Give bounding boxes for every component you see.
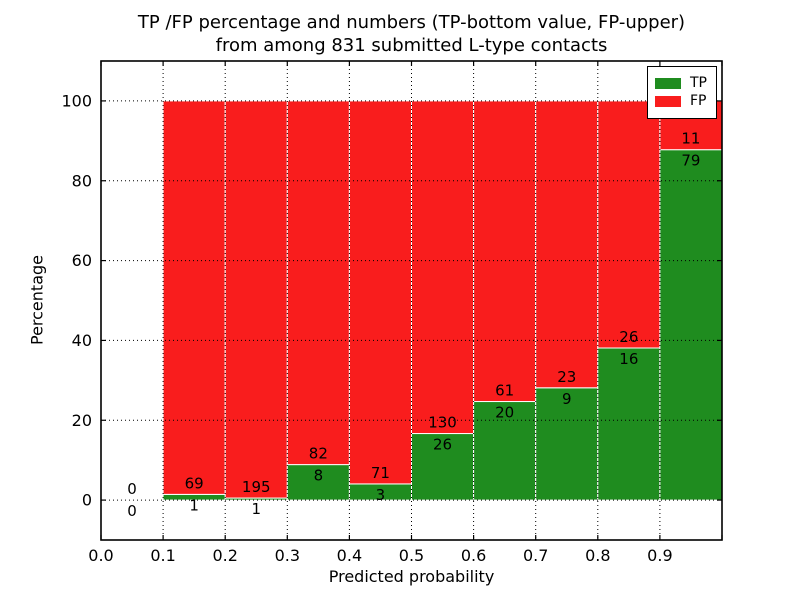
tp-bar bbox=[473, 401, 537, 501]
y-tick-label: 60 bbox=[72, 251, 92, 270]
x-tick-label: 0.7 bbox=[523, 546, 548, 565]
x-axis-label: Predicted probability bbox=[328, 567, 495, 586]
fp-count-label: 130 bbox=[428, 414, 457, 432]
tp-count-label: 9 bbox=[562, 390, 572, 408]
tp-bar bbox=[411, 433, 475, 501]
fp-bar bbox=[473, 100, 537, 403]
fp-bar bbox=[535, 100, 599, 389]
tp-bar bbox=[597, 347, 661, 501]
x-tick-label: 0.6 bbox=[461, 546, 486, 565]
tp-bar bbox=[659, 149, 723, 501]
tp-count-label: 20 bbox=[495, 404, 514, 422]
fp-count-label: 195 bbox=[242, 478, 271, 496]
tp-count-label: 0 bbox=[127, 502, 137, 520]
tp-count-label: 3 bbox=[376, 486, 386, 504]
legend-label-tp: TP bbox=[690, 75, 707, 91]
tp-count-label: 8 bbox=[314, 467, 324, 485]
tp-count-label: 1 bbox=[251, 500, 261, 518]
y-tick-label: 80 bbox=[72, 171, 92, 190]
tp-count-label: 26 bbox=[433, 436, 452, 454]
x-tick-label: 0.9 bbox=[647, 546, 672, 565]
fp-bar bbox=[224, 100, 288, 499]
x-tick-label: 0.1 bbox=[150, 546, 175, 565]
fp-color-swatch bbox=[655, 96, 681, 107]
fp-bar bbox=[597, 100, 661, 349]
fp-bar bbox=[411, 100, 475, 435]
legend: TP FP bbox=[647, 66, 717, 119]
y-axis-label: Percentage bbox=[27, 254, 47, 346]
tp-count-label: 79 bbox=[681, 152, 700, 170]
fp-count-label: 61 bbox=[495, 382, 514, 400]
fp-bar bbox=[286, 100, 350, 466]
legend-item-tp: TP bbox=[655, 76, 707, 91]
fp-count-label: 11 bbox=[681, 130, 700, 148]
fp-count-label: 69 bbox=[185, 474, 204, 492]
x-tick-label: 0.5 bbox=[399, 546, 424, 565]
tp-bar bbox=[535, 387, 599, 501]
legend-label-fp: FP bbox=[690, 93, 707, 109]
fp-bar bbox=[162, 100, 226, 495]
fp-count-label: 23 bbox=[557, 368, 576, 386]
fp-count-label: 0 bbox=[127, 480, 137, 498]
y-tick-label: 20 bbox=[72, 411, 92, 430]
tp-color-swatch bbox=[655, 78, 681, 89]
x-tick-label: 0.4 bbox=[337, 546, 362, 565]
y-tick-label: 0 bbox=[82, 491, 92, 510]
legend-item-fp: FP bbox=[655, 94, 707, 109]
chart-title-line2: from among 831 submitted L-type contacts bbox=[215, 35, 608, 56]
x-tick-label: 0.2 bbox=[212, 546, 237, 565]
tp-bar bbox=[286, 464, 350, 501]
fp-count-label: 71 bbox=[371, 464, 390, 482]
y-tick-label: 100 bbox=[61, 91, 92, 110]
fp-bar bbox=[348, 100, 412, 485]
fp-count-label: 82 bbox=[309, 445, 328, 463]
y-tick-label: 40 bbox=[72, 331, 92, 350]
tp-count-label: 16 bbox=[619, 350, 638, 368]
x-tick-label: 0.3 bbox=[275, 546, 300, 565]
x-tick-label: 0.8 bbox=[585, 546, 610, 565]
chart-title-line1: TP /FP percentage and numbers (TP-bottom… bbox=[137, 12, 686, 33]
tp-count-label: 1 bbox=[189, 496, 199, 514]
fp-count-label: 26 bbox=[619, 328, 638, 346]
x-tick-label: 0.0 bbox=[88, 546, 113, 565]
